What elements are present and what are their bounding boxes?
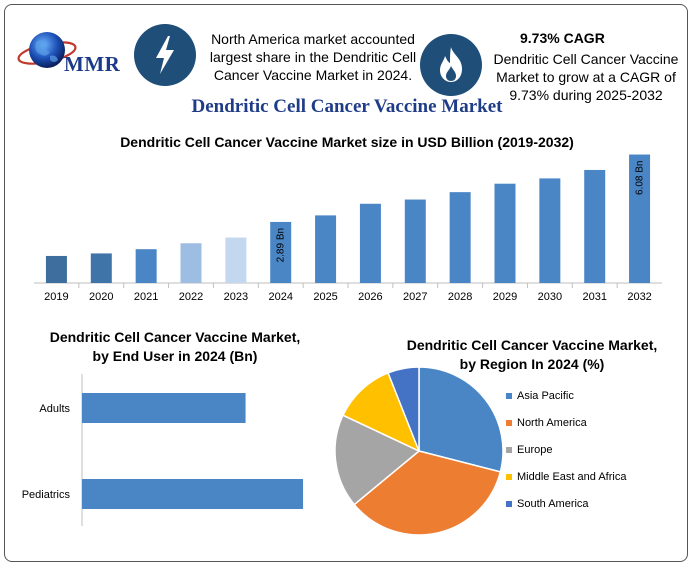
region-pie-chart: Asia Pacific North America Europe Middle Ea…	[334, 366, 627, 536]
x-tick-label: 2030	[538, 291, 562, 303]
lightning-bolt-icon	[134, 24, 196, 86]
bar-chart-title: Dendritic Cell Cancer Vaccine Market siz…	[120, 134, 574, 150]
page-title: Dendritic Cell Cancer Vaccine Market	[191, 96, 503, 117]
bar-2023	[225, 237, 247, 283]
cagr-title: 9.73% CAGR	[520, 30, 605, 46]
x-tick-label: 2032	[627, 291, 651, 303]
legend-label: South America	[517, 498, 589, 510]
legend-swatch	[506, 420, 512, 426]
x-tick-label: 2024	[268, 291, 292, 303]
x-tick-label: 2027	[403, 291, 427, 303]
legend-swatch	[506, 447, 512, 453]
bar-2028	[449, 192, 471, 283]
legend-label: North America	[517, 417, 588, 429]
bar-2021	[135, 249, 157, 283]
pie-slice-north-america	[353, 450, 502, 536]
pie-slice-south-america	[387, 366, 420, 452]
legend-swatch	[506, 393, 512, 399]
cagr-text: Dendritic Cell Cancer Vaccine Market to …	[493, 51, 679, 103]
bar-2030	[539, 178, 561, 283]
pie-slice-europe	[334, 414, 421, 506]
bar-2032	[629, 154, 651, 283]
region-chart-title: Dendritic Cell Cancer Vaccine Market, by…	[406, 337, 658, 372]
pie-slice-middle-east-and-africa	[341, 371, 421, 453]
x-tick-label: 2020	[89, 291, 113, 303]
bar-2031	[584, 169, 606, 283]
logo-text: MMR	[64, 52, 121, 76]
x-tick-label: 2019	[44, 291, 68, 303]
x-tick-label: 2031	[582, 291, 606, 303]
mmr-globe-logo	[17, 32, 77, 68]
x-tick-label: 2028	[448, 291, 472, 303]
end-user-chart-title: Dendritic Cell Cancer Vaccine Market, by…	[49, 329, 301, 364]
x-tick-label: 2022	[179, 291, 203, 303]
data-label: 2.89 Bn	[276, 228, 287, 262]
x-tick-label: 2021	[134, 291, 158, 303]
legend-label: Asia Pacific	[517, 390, 574, 402]
bar-2027	[404, 199, 426, 283]
end-user-bar-chart: Adults Pediatrics	[22, 374, 304, 526]
bar-adults	[82, 393, 246, 423]
bar-2024	[270, 221, 292, 283]
bar-2020	[90, 253, 112, 283]
y-tick-label: Pediatrics	[22, 489, 71, 501]
x-tick-label: 2025	[313, 291, 337, 303]
x-tick-label: 2023	[224, 291, 248, 303]
bar-pediatrics	[82, 479, 304, 509]
bar-2022	[180, 243, 202, 283]
pie-slice-asia-pacific	[418, 366, 504, 473]
bar-2025	[315, 215, 337, 283]
flame-icon	[420, 34, 482, 96]
legend-label: Europe	[517, 444, 552, 456]
x-tick-label: 2029	[493, 291, 517, 303]
north-america-share-text: North America market accounted largest s…	[209, 31, 417, 83]
y-tick-label: Adults	[39, 403, 70, 415]
bar-2019	[45, 255, 67, 283]
bar-2029	[494, 183, 516, 283]
bar-2026	[359, 203, 381, 283]
legend-swatch	[506, 501, 512, 507]
data-label: 6.08 Bn	[635, 161, 646, 195]
x-tick-label: 2026	[358, 291, 382, 303]
market-size-bar-chart: 2019 2020 2021 2022 2023 2024 2.89 Bn 2025 2026 2…	[34, 154, 662, 303]
infographic-frame	[4, 4, 688, 562]
legend-label: Middle East and Africa	[517, 471, 627, 483]
legend-swatch	[506, 474, 512, 480]
